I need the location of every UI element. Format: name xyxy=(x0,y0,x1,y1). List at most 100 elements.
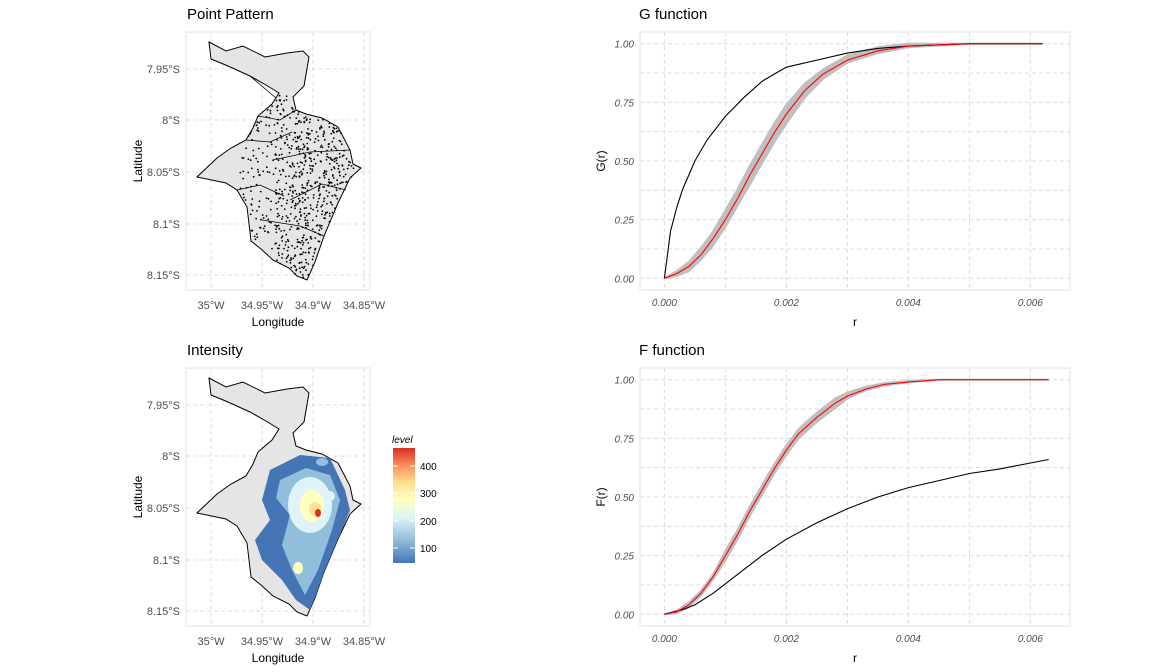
event-point xyxy=(303,191,305,194)
event-point xyxy=(272,173,275,176)
event-point xyxy=(285,241,287,243)
y-tick-label: 0.75 xyxy=(615,98,635,109)
event-point xyxy=(312,264,314,267)
event-point xyxy=(264,230,266,233)
y-tick-label: 8.15°S xyxy=(147,270,180,282)
event-point xyxy=(333,131,335,134)
y-axis-label: G(r) xyxy=(594,150,608,171)
event-point xyxy=(288,151,291,154)
event-point xyxy=(285,233,288,236)
event-point xyxy=(328,162,331,165)
event-point xyxy=(265,197,268,200)
event-point xyxy=(283,99,285,102)
event-point xyxy=(275,225,278,228)
event-point xyxy=(303,164,306,166)
event-point xyxy=(302,241,305,244)
event-point xyxy=(336,179,338,182)
event-point xyxy=(305,207,308,209)
event-point xyxy=(332,124,335,126)
event-point xyxy=(285,220,288,223)
event-point xyxy=(258,121,261,124)
event-point xyxy=(297,227,300,230)
event-point xyxy=(325,170,328,173)
event-point xyxy=(298,193,301,195)
event-point xyxy=(328,126,331,128)
point-pattern-title: Point Pattern xyxy=(187,6,274,23)
event-point xyxy=(304,219,307,222)
event-point xyxy=(294,189,297,192)
event-point xyxy=(277,159,280,162)
event-point xyxy=(265,124,267,126)
x-tick-label: 34.85°W xyxy=(343,636,386,648)
event-point xyxy=(291,162,294,165)
event-point xyxy=(255,183,258,186)
event-point xyxy=(288,175,290,178)
event-point xyxy=(256,236,259,239)
event-point xyxy=(322,118,324,121)
event-point xyxy=(308,152,311,155)
event-point xyxy=(261,214,264,216)
event-point xyxy=(303,207,306,210)
event-point xyxy=(280,137,283,139)
event-point xyxy=(281,235,284,238)
event-point xyxy=(293,110,296,113)
event-point xyxy=(250,167,253,170)
event-point xyxy=(239,171,242,174)
y-axis-label: F(r) xyxy=(594,487,608,506)
event-point xyxy=(290,258,293,261)
event-point xyxy=(247,171,250,174)
event-point xyxy=(292,192,294,194)
event-point xyxy=(290,206,293,209)
event-point xyxy=(255,157,258,160)
event-point xyxy=(283,247,285,250)
event-point xyxy=(280,153,283,156)
event-point xyxy=(281,240,284,242)
event-point xyxy=(307,242,310,244)
event-point xyxy=(304,187,307,190)
event-point xyxy=(320,160,322,163)
event-point xyxy=(327,184,330,187)
event-point xyxy=(301,201,304,204)
y-tick-label: 8.05°S xyxy=(147,503,180,515)
event-point xyxy=(292,138,295,141)
event-point xyxy=(298,218,301,221)
event-point xyxy=(317,188,320,190)
event-point xyxy=(315,215,318,218)
event-point xyxy=(281,253,284,255)
event-point xyxy=(284,142,286,145)
event-point xyxy=(323,132,326,134)
event-point xyxy=(297,111,300,113)
event-point xyxy=(314,137,317,140)
event-point xyxy=(270,143,273,146)
event-point xyxy=(290,166,292,168)
event-point xyxy=(285,215,288,217)
event-point xyxy=(265,215,268,217)
event-point xyxy=(296,245,299,248)
event-point xyxy=(309,138,312,141)
x-tick-label: 0.000 xyxy=(652,298,677,309)
event-point xyxy=(317,240,320,243)
event-point xyxy=(335,130,338,133)
event-point xyxy=(314,249,316,251)
event-point xyxy=(297,145,300,148)
event-point xyxy=(336,183,339,186)
event-point xyxy=(242,177,245,180)
event-point xyxy=(326,155,328,158)
event-point xyxy=(295,204,297,207)
event-point xyxy=(302,276,305,279)
event-point xyxy=(314,182,317,185)
envelope-band xyxy=(663,42,1043,280)
event-point xyxy=(278,154,281,157)
event-point xyxy=(280,204,283,207)
event-point xyxy=(268,171,271,174)
event-point xyxy=(300,247,302,250)
event-point xyxy=(292,185,294,188)
event-point xyxy=(321,213,323,216)
event-point xyxy=(306,132,308,135)
theoretical-line xyxy=(664,379,1049,615)
event-point xyxy=(283,115,286,118)
event-point xyxy=(338,156,341,159)
y-tick-label: 8°S xyxy=(162,115,180,127)
event-point xyxy=(335,189,338,192)
event-point xyxy=(327,156,330,159)
